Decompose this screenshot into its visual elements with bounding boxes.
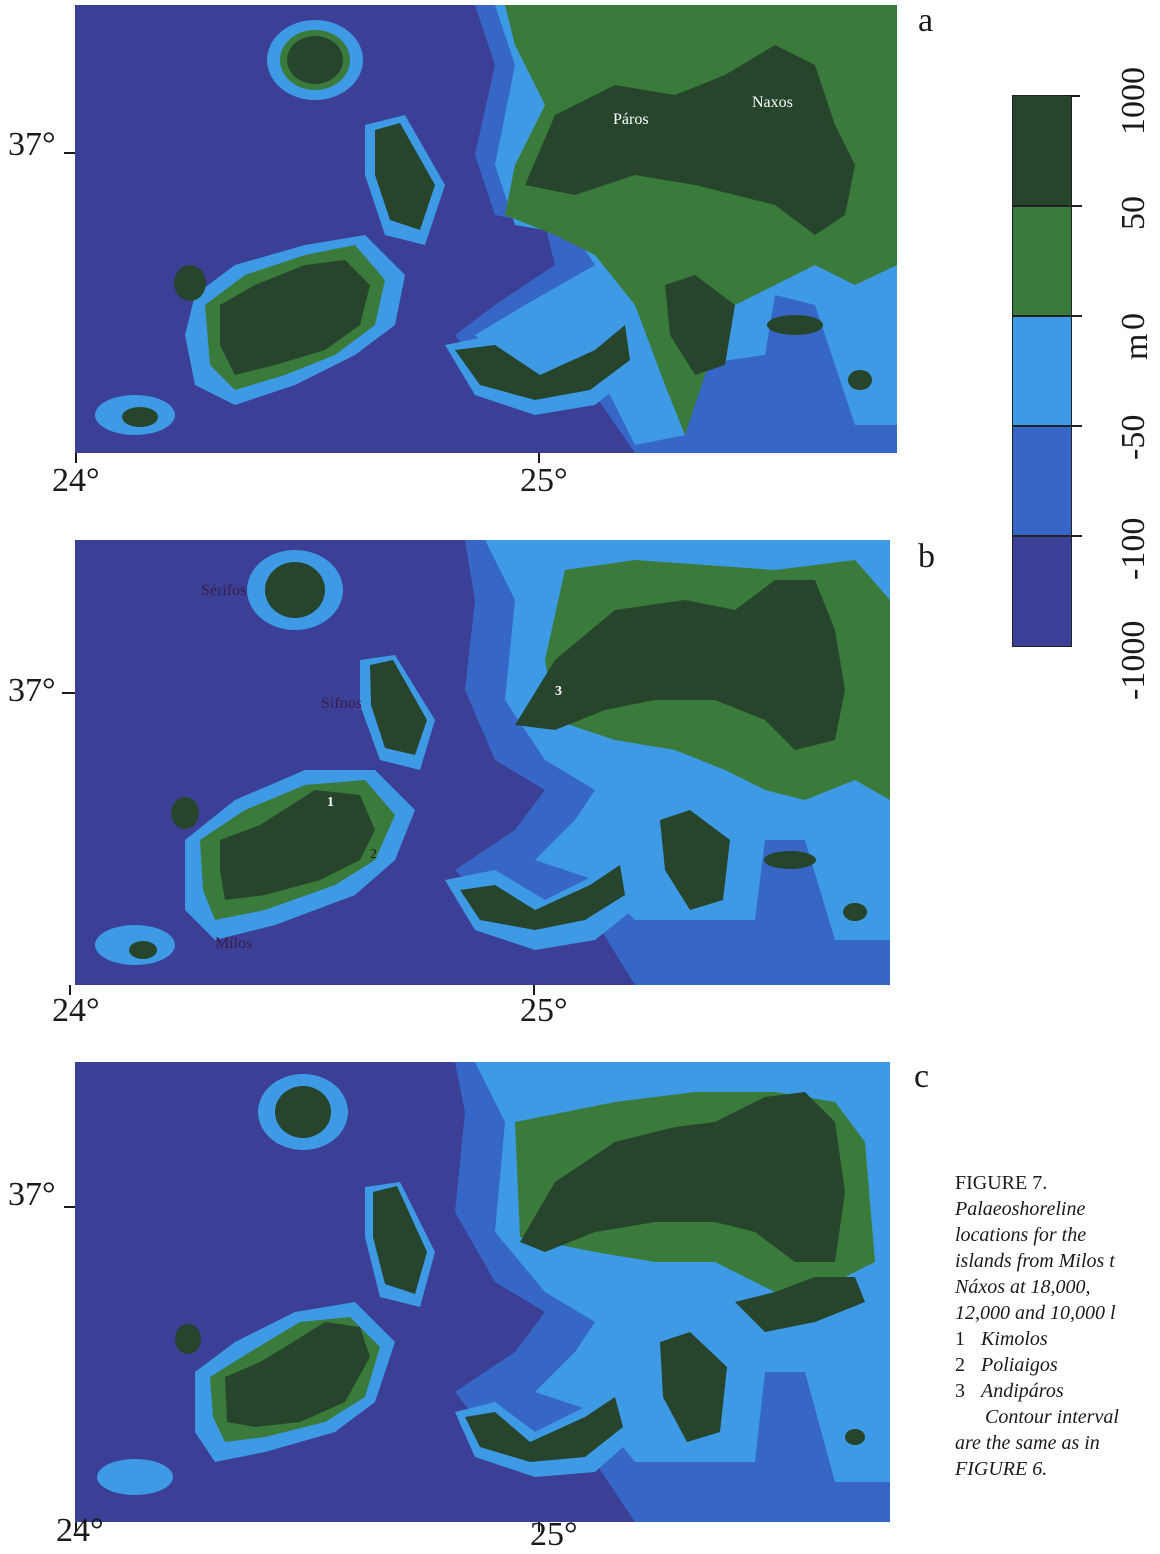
- caption-item-label: Andipáros: [981, 1380, 1064, 1402]
- caption-title: FIGURE 7.: [955, 1172, 1048, 1194]
- place-label-serifos: Sérifos: [201, 582, 246, 599]
- colorbar-divider-neg100: [1012, 535, 1082, 537]
- map-b-svg: Sérifos Sífnos Mílos 1 2 3: [95, 540, 890, 985]
- lat-label-c: 37°: [8, 1176, 56, 1213]
- caption-item: 3 Andipáros: [955, 1378, 1160, 1404]
- colorbar-unit-label: m: [1118, 333, 1155, 360]
- caption-line: 12,000 and 10,000 l: [955, 1302, 1116, 1324]
- caption-line: islands from Milos t: [955, 1250, 1115, 1272]
- place-label-milos: Mílos: [215, 935, 252, 952]
- marker-kimolos: 1: [327, 795, 334, 810]
- place-label-naxos: Naxos: [752, 94, 793, 111]
- colorbar-divider-neg50: [1012, 425, 1082, 427]
- lat-tick-c: [64, 1206, 75, 1208]
- lon-label-c-24: 24°: [56, 1512, 104, 1549]
- colorbar-label-0: 0: [1115, 313, 1152, 330]
- colorbar-label-1000: 1000: [1115, 67, 1152, 135]
- marker-poliaigos: 2: [370, 847, 377, 862]
- caption-line: Palaeoshoreline: [955, 1198, 1086, 1220]
- caption-item-label: Kimolos: [981, 1328, 1048, 1350]
- caption-item: 2 Poliaigos: [955, 1352, 1160, 1378]
- lat-label-b: 37°: [8, 672, 56, 709]
- marker-andiparos: 3: [555, 684, 562, 699]
- caption-item-number: 2: [955, 1354, 965, 1376]
- lon-label-b-25: 25°: [520, 992, 568, 1029]
- panel-letter-a: a: [918, 2, 934, 39]
- elevation-colorbar: [1012, 95, 1072, 647]
- lon-label-c-25: 25°: [530, 1516, 578, 1553]
- caption-item-number: 3: [955, 1380, 965, 1402]
- panel-letter-c: c: [914, 1058, 930, 1095]
- colorbar-divider-0: [1012, 315, 1082, 317]
- caption-item: 1 Kimolos: [955, 1326, 1160, 1352]
- lat-label-a: 37°: [8, 126, 56, 163]
- caption-line: locations for the: [955, 1224, 1087, 1246]
- caption-line: FIGURE 6.: [955, 1458, 1048, 1480]
- map-a-svg: Páros Naxos: [95, 5, 897, 453]
- lon-tick-c-24: [75, 1522, 77, 1532]
- caption-line: Náxos at 18,000,: [955, 1276, 1091, 1298]
- caption-item-number: 1: [955, 1328, 965, 1350]
- lon-tick-a-24: [75, 453, 77, 463]
- map-panel-a: Páros Naxos: [75, 5, 897, 453]
- caption-line: are the same as in: [955, 1432, 1100, 1454]
- map-panel-b: Sérifos Sífnos Mílos 1 2 3: [75, 540, 890, 985]
- colorbar-divider-50: [1012, 205, 1082, 207]
- colorbar-band-high-land: [1013, 96, 1071, 206]
- panel-letter-b: b: [918, 538, 935, 575]
- colorbar-band-shallow: [1013, 316, 1071, 426]
- place-label-paros: Páros: [613, 111, 649, 128]
- caption-item-label: Poliaigos: [981, 1354, 1058, 1376]
- lon-label-b-24: 24°: [52, 992, 100, 1029]
- colorbar-label-neg1000: -1000: [1115, 620, 1152, 700]
- lon-tick-c-25: [538, 1522, 540, 1532]
- caption-line: Contour interval: [985, 1406, 1119, 1428]
- place-label-sifnos: Sífnos: [321, 695, 362, 712]
- colorbar-band-deep: [1013, 536, 1071, 646]
- lon-label-a-25: 25°: [520, 462, 568, 499]
- colorbar-band-low-land: [1013, 206, 1071, 316]
- lat-tick-a: [64, 152, 75, 154]
- colorbar-label-neg100: -100: [1115, 517, 1152, 580]
- colorbar-band-mid: [1013, 426, 1071, 536]
- lat-tick-b: [62, 692, 75, 694]
- map-panel-c: [75, 1062, 890, 1522]
- lon-tick-a-25: [538, 453, 540, 463]
- colorbar-tick-top: [1070, 95, 1080, 97]
- lon-label-a-24: 24°: [52, 462, 100, 499]
- colorbar-label-neg50: -50: [1115, 414, 1152, 460]
- lon-tick-b-25: [533, 985, 535, 995]
- map-c-svg: [97, 1062, 890, 1522]
- lon-tick-b-24: [69, 985, 71, 995]
- figure-caption: FIGURE 7. Palaeoshoreline locations for …: [955, 1170, 1160, 1482]
- colorbar-label-50: 50: [1115, 196, 1152, 230]
